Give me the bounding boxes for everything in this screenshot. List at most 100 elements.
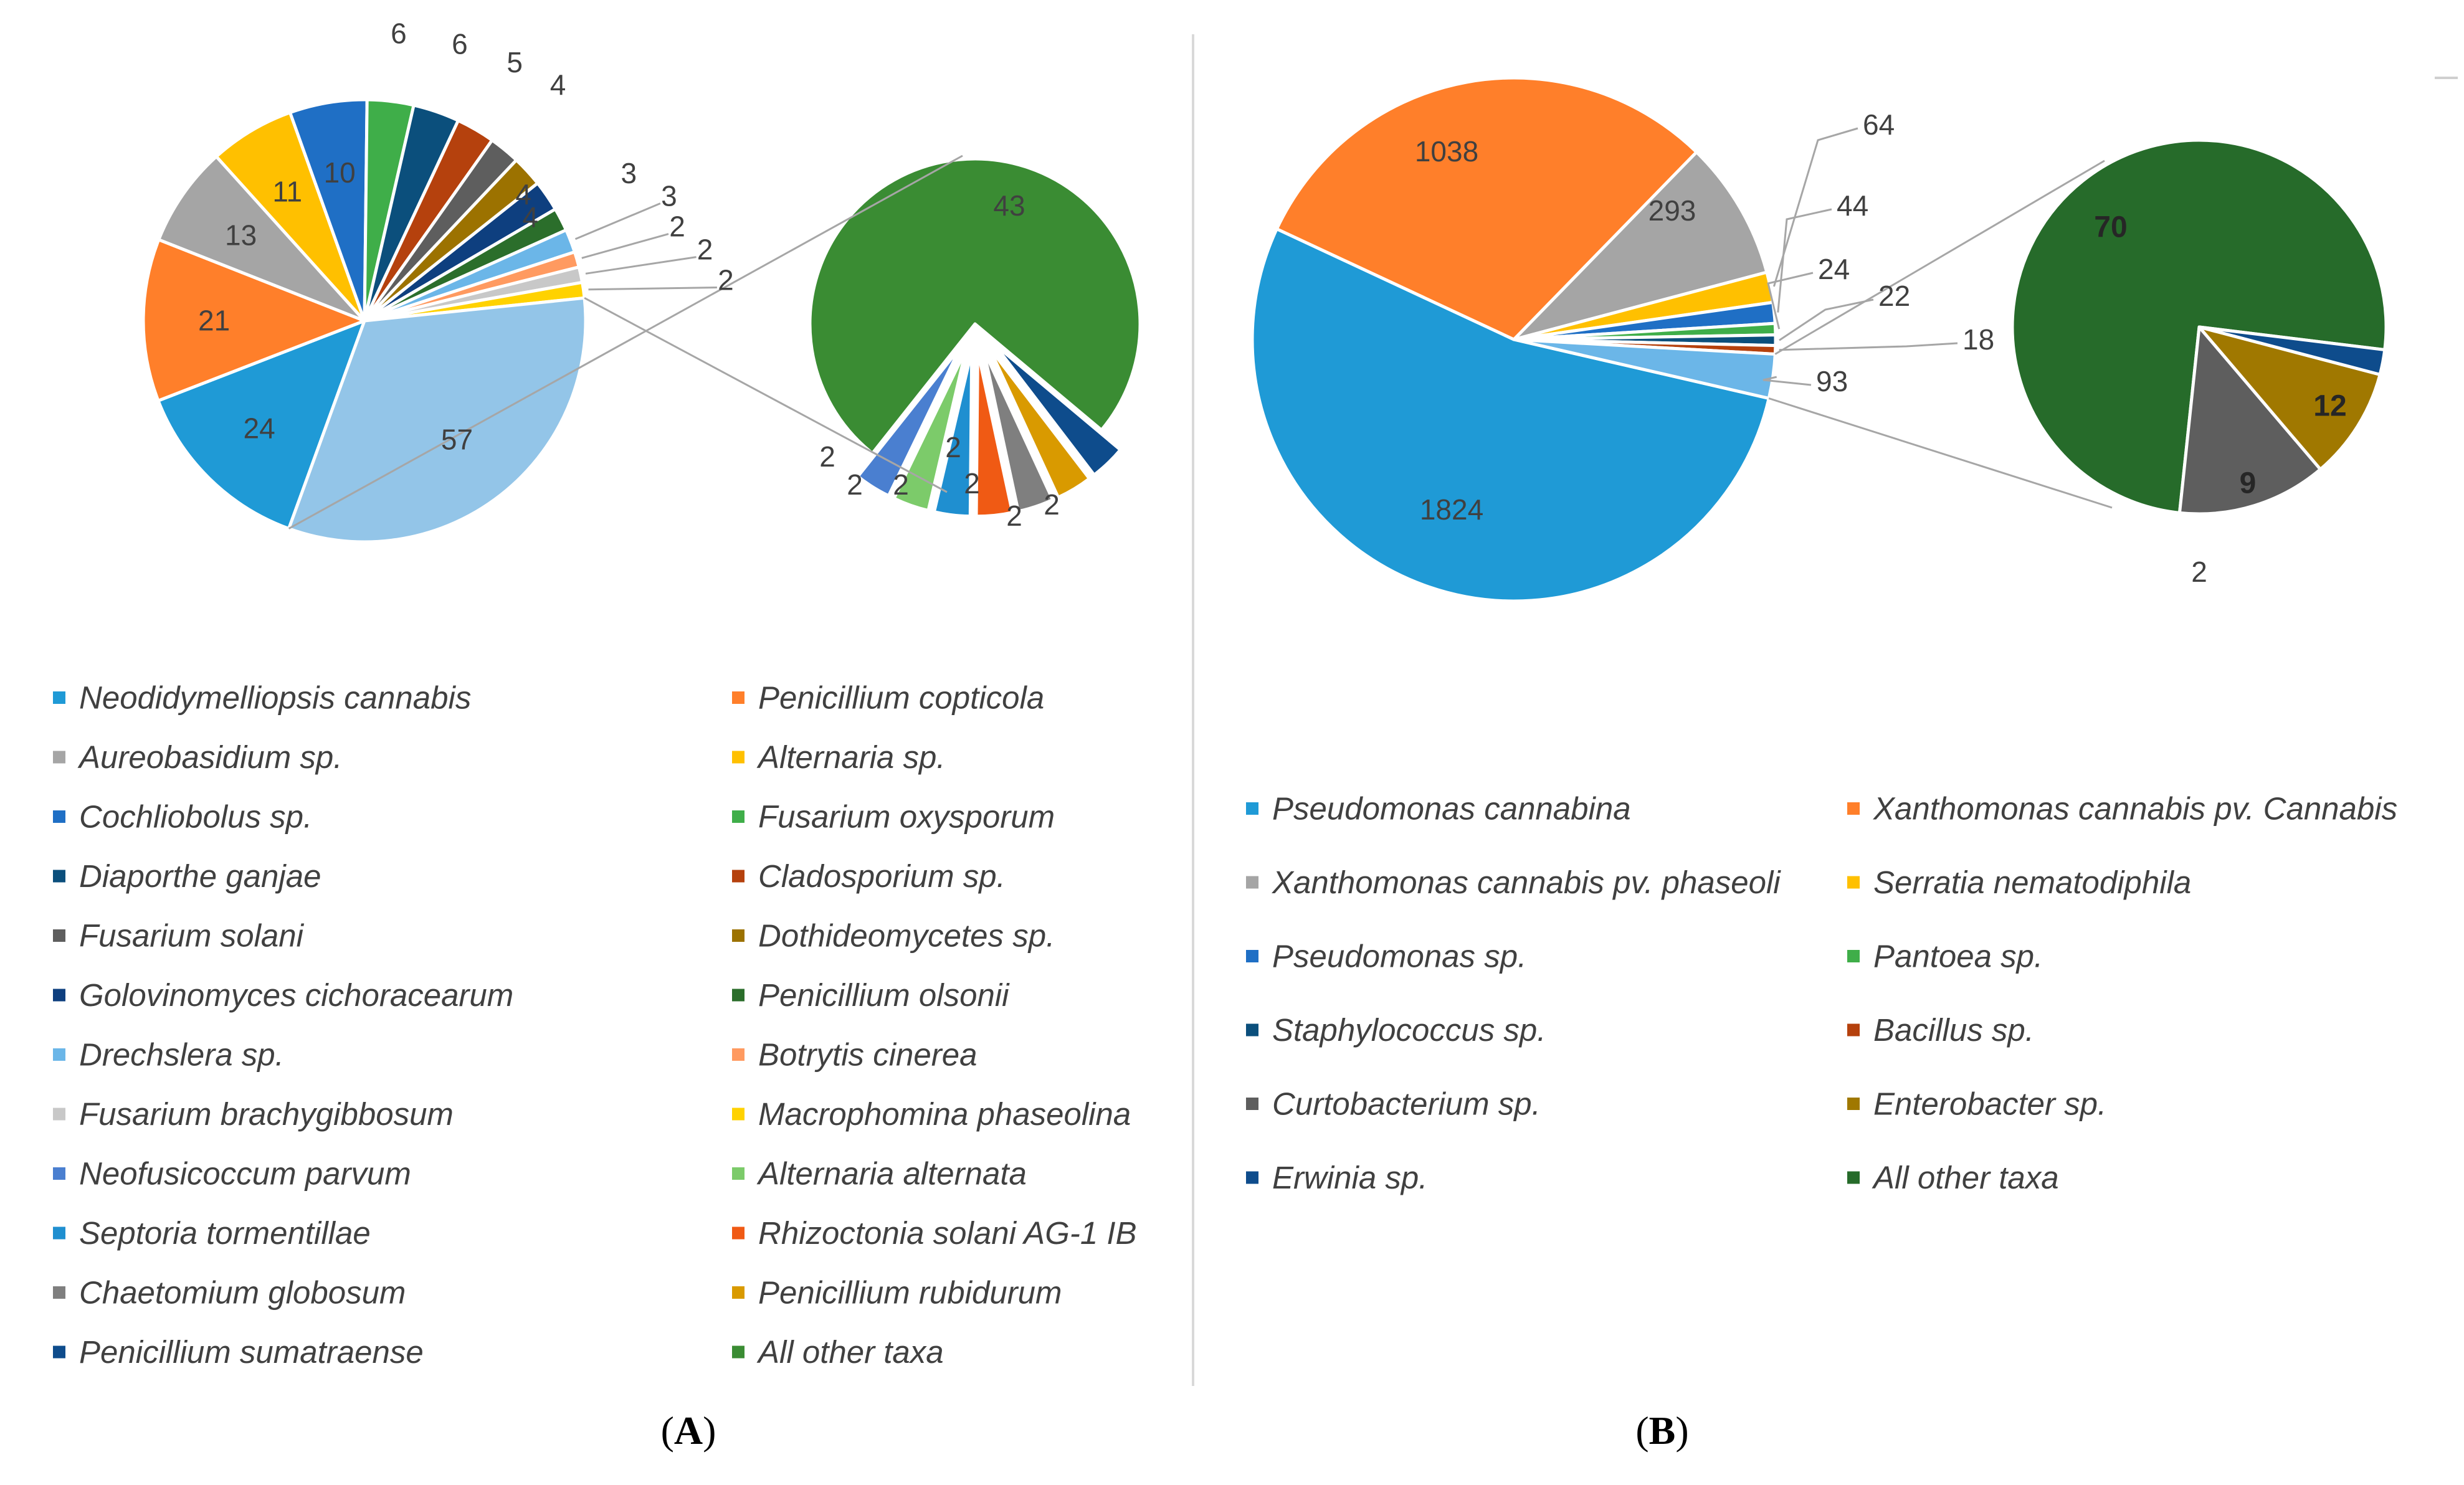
panel-a-legend-label-penicillium-sumatraense: Penicillium sumatraense xyxy=(79,1334,424,1370)
panel-a-secondary-slice-all-other-taxa xyxy=(808,157,1142,455)
panel-a-legend-swatch-aureobasidium-sp xyxy=(53,751,65,764)
panel-b-legend-label-serratia-nematodiphila: Serratia nematodiphila xyxy=(1873,865,2191,900)
panel-a-secondary-value-septoria-tormentillae: 2 xyxy=(964,467,980,500)
panel-a-value-label-macrophomina-phaseolina: 2 xyxy=(718,264,734,297)
panel-a-secondary-slice-penicillium-sumatraense xyxy=(992,342,1122,477)
panel-a-legend-label-cladosporium-sp: Cladosporium sp. xyxy=(758,858,1006,894)
panel-b-value-label-pseudomonas-cannabina: 1824 xyxy=(1420,493,1483,526)
panel-a-legend-swatch-septoria-tormentillae xyxy=(53,1226,65,1240)
panel-b-legend-swatch-staphylococcus-sp xyxy=(1246,1023,1258,1037)
panel-a-secondary-value-penicillium-sumatraense: 2 xyxy=(819,440,835,473)
panel-a-secondary-slice-penicillium-rubidurum xyxy=(987,346,1092,499)
panel-a-legend-label-fusarium-oxysporum: Fusarium oxysporum xyxy=(758,799,1055,835)
panel-b-value-label-xanthomonas-cannabis-pv-cannabis: 1038 xyxy=(1415,135,1478,168)
panel-a-legend-swatch-fusarium-solani xyxy=(53,929,65,942)
panel-a-slice-other-breakout xyxy=(287,296,587,544)
panel-b-value-label-bacillus-sp: 18 xyxy=(1962,323,1994,356)
panel-a-value-label-penicillium-copticola: 21 xyxy=(198,304,230,336)
panel-a-secondary-value-rhizoctonia-solani-ag-1-ib: 2 xyxy=(945,431,961,463)
panel-a-legend-swatch-cladosporium-sp xyxy=(732,870,744,883)
panel-b-legend-label-enterobacter-sp: Enterobacter sp. xyxy=(1873,1086,2106,1122)
panel-b-legend-label-pseudomonas-sp: Pseudomonas sp. xyxy=(1272,939,1526,974)
panel-a-secondary-slice-septoria-tormentillae xyxy=(932,349,974,518)
panel-a-slice-alternaria-sp xyxy=(214,111,366,323)
panel-a-leader-macrophomina-phaseolina xyxy=(588,287,717,291)
panel-a-legend-label-all-other-taxa: All other taxa xyxy=(756,1334,944,1370)
panel-a-leader-botrytis-cinerea xyxy=(581,233,669,259)
panel-a-value-label-fusarium-brachygibbosum: 2 xyxy=(697,234,713,266)
panel-a-legend-swatch-diaporthe-ganjae xyxy=(53,870,65,883)
panel-a-secondary-value-neofusicoccum-parvum: 2 xyxy=(1044,488,1060,521)
panel-b-legend-label-all-other-taxa: All other taxa xyxy=(1872,1160,2059,1195)
panel-b-main-pie xyxy=(1250,76,1777,603)
panel-a-slice-penicillium-copticola xyxy=(141,238,366,402)
panel-a-secondary-value-all-other-taxa: 43 xyxy=(993,189,1025,222)
panel-b-leader-pantoea-sp xyxy=(1767,272,1814,330)
panel-b-legend-label-bacillus-sp: Bacillus sp. xyxy=(1873,1012,2034,1048)
panel-a-legend-swatch-drechslera-sp xyxy=(53,1048,65,1061)
panel-b-slice-xanthomonas-cannabis-pv-cannabis xyxy=(1275,76,1698,341)
panel-a-legend-label-fusarium-solani: Fusarium solani xyxy=(79,918,305,954)
panel-a-legend-label-botrytis-cinerea: Botrytis cinerea xyxy=(758,1037,977,1073)
panel-a-legend-swatch-chaetomium-globosum xyxy=(53,1286,65,1299)
panel-a-legend-label-cochliobolus-sp: Cochliobolus sp. xyxy=(79,799,312,835)
panel-b-legend-swatch-bacillus-sp xyxy=(1847,1023,1860,1037)
panel-b-value-label-pseudomonas-sp: 44 xyxy=(1837,189,1868,222)
panel-b-connectors xyxy=(1768,159,2113,509)
panel-b-value-label-other-breakout: 93 xyxy=(1816,365,1848,397)
panel-a-secondary-slice-rhizoctonia-solani-ag-1-ib xyxy=(974,349,1014,518)
panel-a-legend-swatch-alternaria-alternata xyxy=(732,1167,744,1180)
panel-b-leader-staphylococcus-sp xyxy=(1779,298,1874,341)
panel-b-legend-swatch-curtobacterium-sp xyxy=(1246,1098,1258,1110)
panel-b-connector-bottom xyxy=(1768,397,2113,509)
panel-b-legend-swatch-xanthomonas-cannabis-pv-cannabis xyxy=(1847,802,1860,815)
panel-b-legend-swatch-enterobacter-sp xyxy=(1847,1098,1860,1110)
panel-a-legend-label-alternaria-alternata: Alternaria alternata xyxy=(756,1156,1027,1192)
panel-a-legend-label-dothideomycetes-sp: Dothideomycetes sp. xyxy=(758,918,1055,954)
panel-b-secondary-slice-curtobacterium-sp xyxy=(2177,325,2323,516)
panel-a-value-label-aureobasidium-sp: 13 xyxy=(225,219,257,251)
panel-a-value-label-drechslera-sp: 3 xyxy=(661,179,677,212)
panel-a-legend-swatch-fusarium-brachygibbosum xyxy=(53,1108,65,1121)
panel-a-legend-swatch-dothideomycetes-sp xyxy=(732,929,744,942)
panel-b-secondary-pie xyxy=(2010,138,2388,516)
panel-a-legend-label-fusarium-brachygibbosum: Fusarium brachygibbosum xyxy=(79,1096,454,1132)
panel-a-leader-fusarium-brachygibbosum xyxy=(585,256,697,275)
panel-a-legend-label-macrophomina-phaseolina: Macrophomina phaseolina xyxy=(758,1096,1131,1132)
panel-a-legend-label-chaetomium-globosum: Chaetomium globosum xyxy=(79,1275,406,1311)
panel-a-connector-top xyxy=(288,154,963,529)
panel-label-a: (A) xyxy=(661,1408,716,1453)
panel-a-legend-swatch-botrytis-cinerea xyxy=(732,1048,744,1061)
panel-a-secondary-pie xyxy=(808,157,1142,518)
panel-a-legend-swatch-neodidymelliopsis-cannabis xyxy=(53,691,65,704)
panel-a-value-label-cochliobolus-sp: 10 xyxy=(324,156,356,189)
panel-a-secondary-value-penicillium-rubidurum: 2 xyxy=(847,468,863,501)
panel-b-secondary-value-curtobacterium-sp: 12 xyxy=(2313,390,2346,423)
panel-a-value-label-other-breakout: 57 xyxy=(441,423,473,455)
panel-b-legend-swatch-pantoea-sp xyxy=(1847,950,1860,962)
panel-a-legend-swatch-fusarium-oxysporum xyxy=(732,810,744,823)
panel-a-secondary-slice-chaetomium-globosum xyxy=(982,348,1055,513)
panel-b-legend: Pseudomonas cannabina Xanthomonas cannabi… xyxy=(1246,791,2397,1195)
panel-a-value-label-dothideomycetes-sp: 4 xyxy=(515,178,531,211)
panel-a-value-label-neodidymelliopsis-cannabis: 24 xyxy=(243,412,275,444)
panel-a-legend-label-neofusicoccum-parvum: Neofusicoccum parvum xyxy=(79,1156,411,1192)
panel-label-b: (B) xyxy=(1635,1408,1688,1453)
panel-a-value-label-botrytis-cinerea: 2 xyxy=(669,211,685,243)
panel-b-legend-label-xanthomonas-cannabis-pv-phaseoli: Xanthomonas cannabis pv. phaseoli xyxy=(1272,865,1781,900)
panel-a-legend-swatch-penicillium-rubidurum xyxy=(732,1286,744,1299)
panel-b-leader-pseudomonas-sp xyxy=(1777,208,1832,313)
panel-a-legend-swatch-golovinomyces-cichoracearum xyxy=(53,989,65,1002)
panel-a-legend-label-alternaria-sp: Alternaria sp. xyxy=(756,739,945,775)
panel-a-legend-label-diaporthe-ganjae: Diaporthe ganjae xyxy=(79,858,321,894)
panel-b-slice-pseudomonas-cannabina xyxy=(1250,227,1771,603)
panel-a-legend-swatch-penicillium-copticola xyxy=(732,691,744,704)
panel-a-connectors xyxy=(288,154,963,529)
panel-b-value-label-serratia-nematodiphila: 64 xyxy=(1863,108,1895,141)
panel-b-leader-serratia-nematodiphila xyxy=(1772,127,1858,287)
panel-a-connector-bottom xyxy=(584,297,948,493)
panel-a-value-label-golovinomyces-cichoracearum: 4 xyxy=(522,201,538,234)
panel-b-legend-label-pantoea-sp: Pantoea sp. xyxy=(1873,939,2043,974)
panel-a-legend-swatch-penicillium-olsonii xyxy=(732,989,744,1002)
panel-a-legend-label-penicillium-rubidurum: Penicillium rubidurum xyxy=(758,1275,1062,1311)
